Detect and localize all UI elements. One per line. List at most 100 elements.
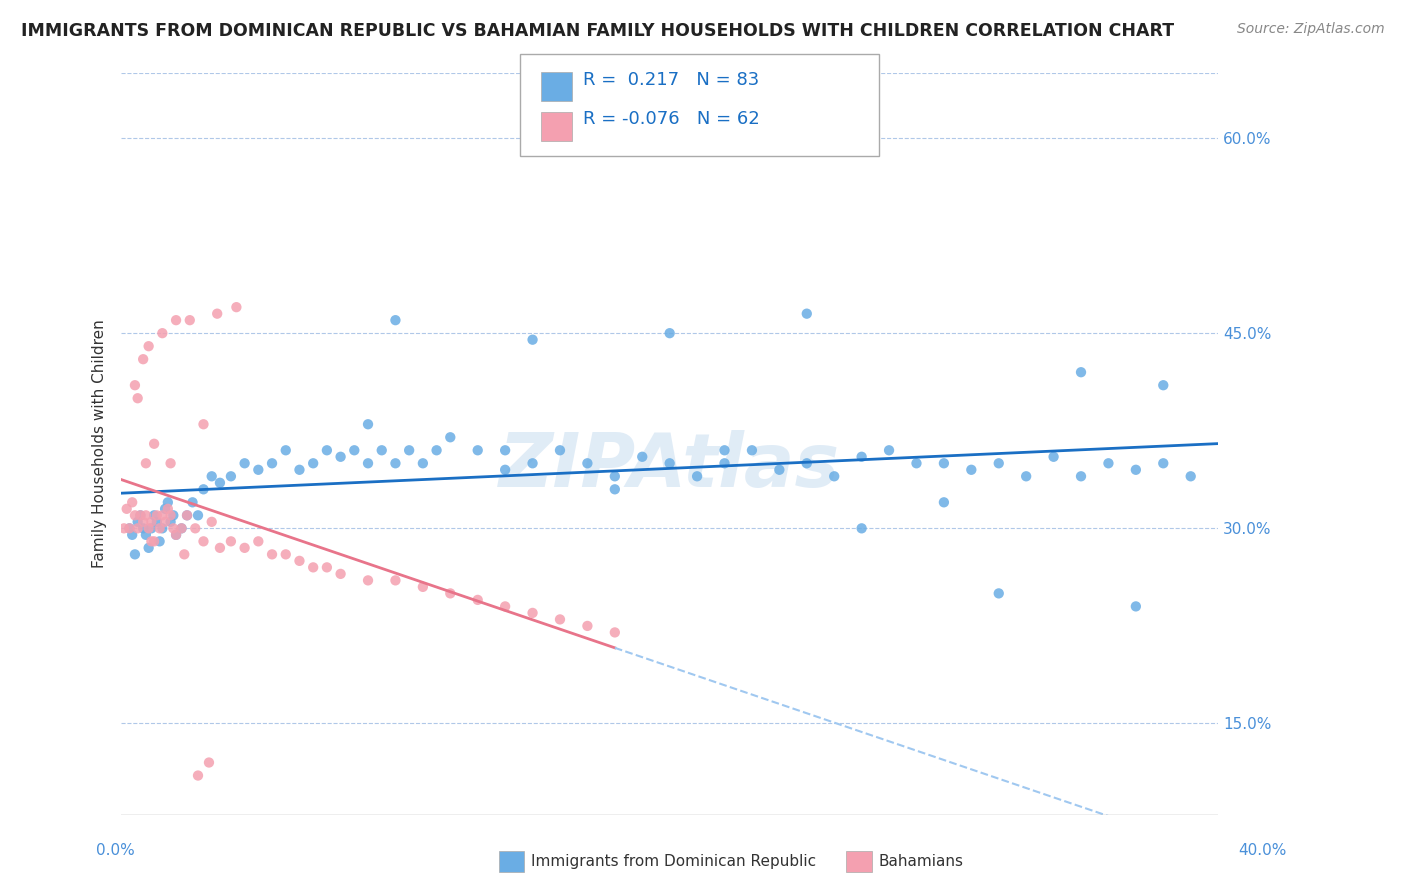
Point xyxy=(1070,469,1092,483)
Point xyxy=(576,619,599,633)
Point xyxy=(384,574,406,588)
Point xyxy=(274,443,297,458)
Point xyxy=(159,508,181,523)
Point xyxy=(260,456,283,470)
Point xyxy=(129,508,152,523)
Text: IMMIGRANTS FROM DOMINICAN REPUBLIC VS BAHAMIAN FAMILY HOUSEHOLDS WITH CHILDREN C: IMMIGRANTS FROM DOMINICAN REPUBLIC VS BA… xyxy=(21,22,1174,40)
Point xyxy=(159,515,181,529)
Point xyxy=(315,560,337,574)
Point xyxy=(494,443,516,458)
Point xyxy=(127,515,149,529)
Point xyxy=(208,475,231,490)
Point xyxy=(713,443,735,458)
Point xyxy=(165,528,187,542)
Point xyxy=(201,515,224,529)
Point xyxy=(121,528,143,542)
Point xyxy=(260,547,283,561)
Point xyxy=(201,469,224,483)
Point xyxy=(658,326,681,341)
Point xyxy=(150,508,173,523)
Point xyxy=(1015,469,1038,483)
Point xyxy=(162,508,184,523)
Point xyxy=(138,521,160,535)
Point xyxy=(150,521,173,535)
Point xyxy=(173,547,195,561)
Point xyxy=(181,495,204,509)
Point xyxy=(184,521,207,535)
Point xyxy=(159,456,181,470)
Point xyxy=(274,547,297,561)
Point xyxy=(225,300,247,314)
Point xyxy=(118,521,141,535)
Point xyxy=(132,515,155,529)
Point xyxy=(823,469,845,483)
Point xyxy=(141,534,163,549)
Point xyxy=(121,495,143,509)
Point xyxy=(127,391,149,405)
Point xyxy=(1042,450,1064,464)
Point xyxy=(960,463,983,477)
Point xyxy=(494,599,516,614)
Point xyxy=(219,469,242,483)
Text: Immigrants from Dominican Republic: Immigrants from Dominican Republic xyxy=(531,855,817,869)
Text: 0.0%: 0.0% xyxy=(96,843,135,858)
Point xyxy=(851,450,873,464)
Point xyxy=(165,313,187,327)
Point xyxy=(1097,456,1119,470)
Point xyxy=(686,469,709,483)
Text: 40.0%: 40.0% xyxy=(1239,843,1286,858)
Point xyxy=(329,566,352,581)
Point xyxy=(127,521,149,535)
Point xyxy=(932,456,955,470)
Point xyxy=(146,515,169,529)
Point xyxy=(288,554,311,568)
Point xyxy=(576,456,599,470)
Point xyxy=(143,508,166,523)
Point xyxy=(124,378,146,392)
Point xyxy=(302,560,325,574)
Point xyxy=(176,508,198,523)
Point xyxy=(115,501,138,516)
Point xyxy=(143,436,166,450)
Point xyxy=(146,508,169,523)
Point xyxy=(603,625,626,640)
Point xyxy=(522,333,544,347)
Point xyxy=(439,430,461,444)
Point xyxy=(156,501,179,516)
Point xyxy=(905,456,928,470)
Point xyxy=(343,443,366,458)
Point xyxy=(132,521,155,535)
Point xyxy=(129,508,152,523)
Point xyxy=(193,483,215,497)
Point xyxy=(315,443,337,458)
Point xyxy=(548,443,571,458)
Point xyxy=(124,508,146,523)
Point xyxy=(118,521,141,535)
Point xyxy=(412,456,434,470)
Point xyxy=(233,541,256,555)
Point xyxy=(153,501,176,516)
Point xyxy=(193,534,215,549)
Point xyxy=(522,456,544,470)
Point xyxy=(371,443,394,458)
Text: ZIPAtlas: ZIPAtlas xyxy=(499,430,841,502)
Point xyxy=(1152,378,1174,392)
Point xyxy=(426,443,449,458)
Point xyxy=(1125,463,1147,477)
Point xyxy=(522,606,544,620)
Point xyxy=(384,456,406,470)
Point xyxy=(357,456,380,470)
Point xyxy=(987,586,1010,600)
Text: R =  0.217   N = 83: R = 0.217 N = 83 xyxy=(583,71,759,89)
Point xyxy=(156,495,179,509)
Point xyxy=(143,534,166,549)
Y-axis label: Family Households with Children: Family Households with Children xyxy=(93,319,107,568)
Point xyxy=(198,756,221,770)
Point xyxy=(603,469,626,483)
Point xyxy=(494,463,516,477)
Point xyxy=(932,495,955,509)
Point xyxy=(153,515,176,529)
Point xyxy=(233,456,256,470)
Point xyxy=(135,528,157,542)
Point xyxy=(138,339,160,353)
